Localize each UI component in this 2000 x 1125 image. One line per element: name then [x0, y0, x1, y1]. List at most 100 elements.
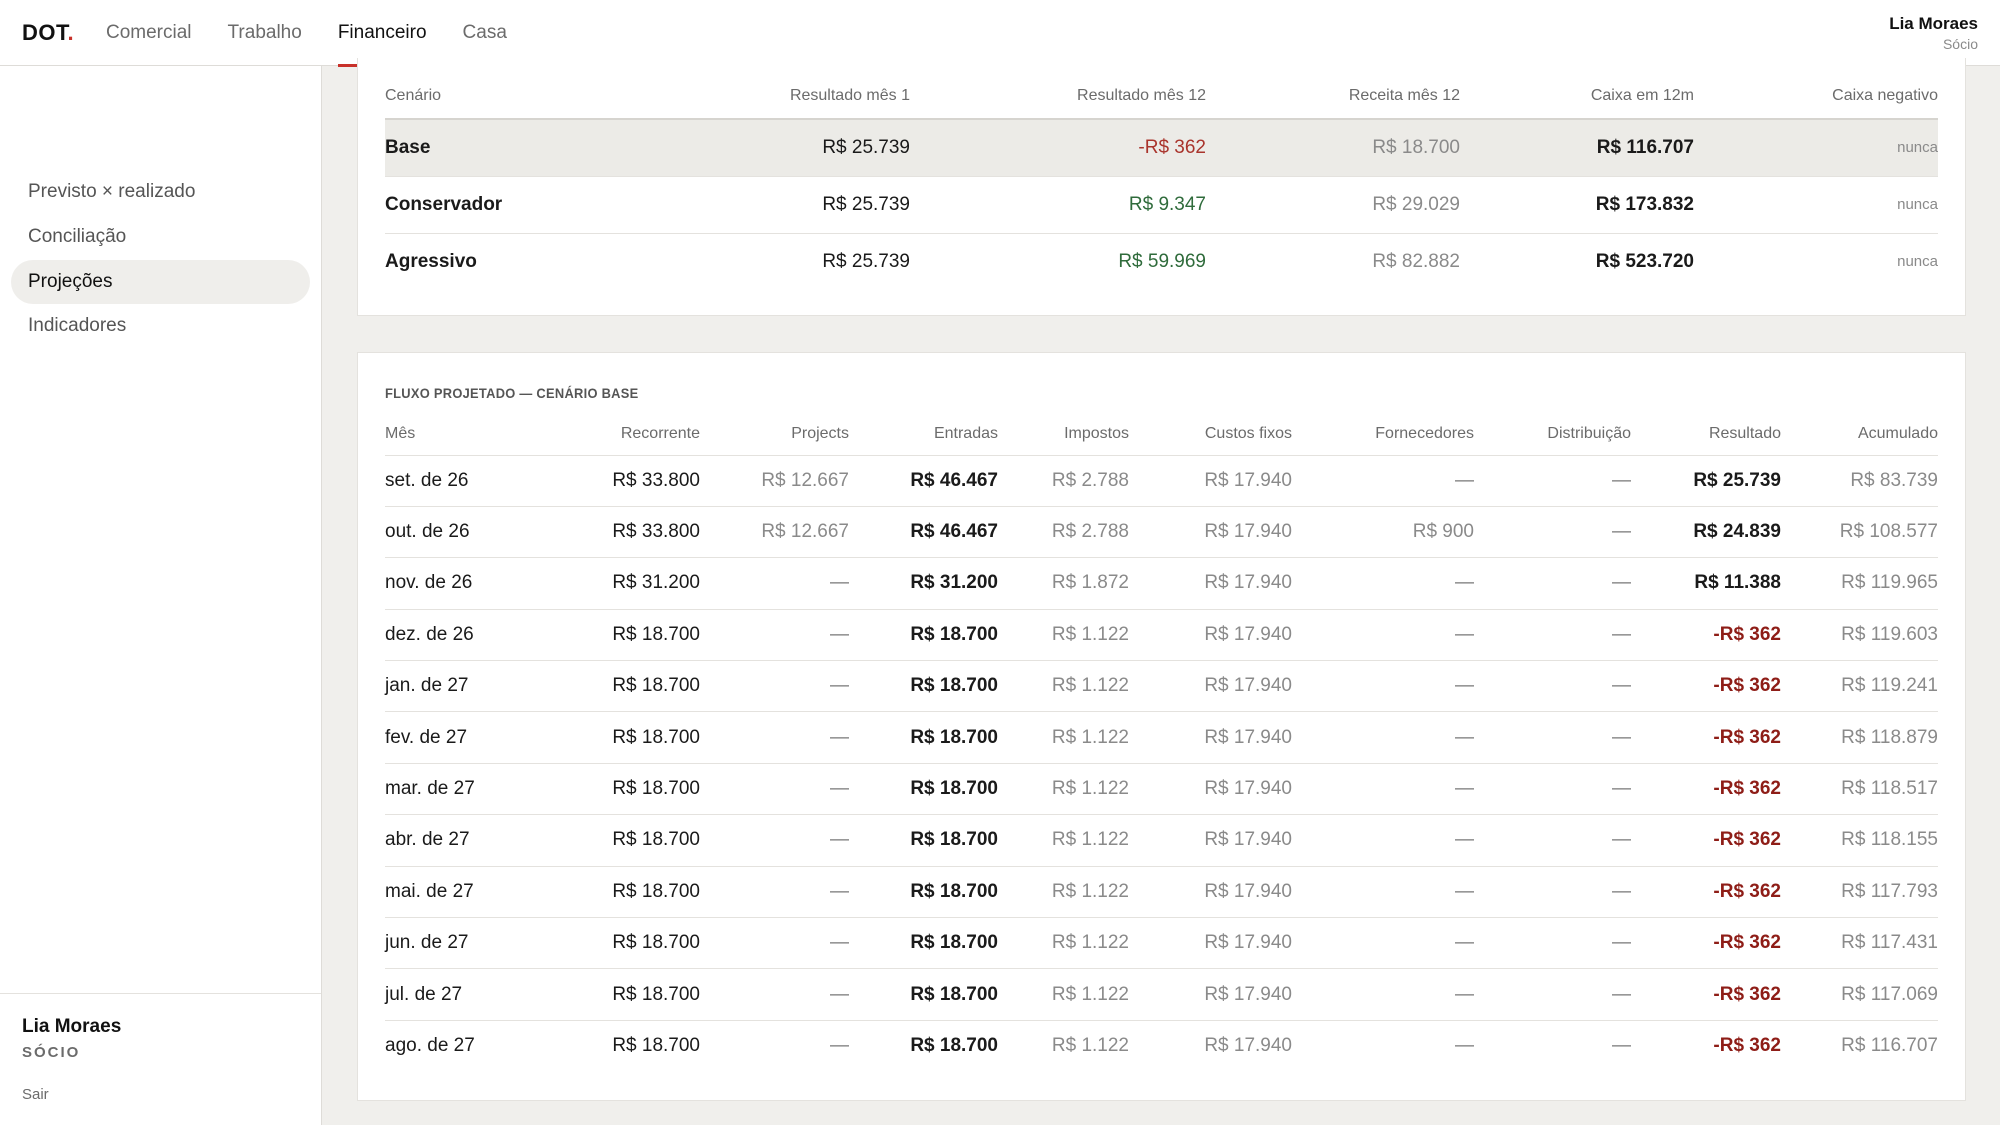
flow-cell-recorrente: R$ 18.700: [612, 932, 700, 954]
flow-cell-resultado: -R$ 362: [1713, 880, 1781, 902]
scenario-caixa-12m: R$ 116.707: [1596, 136, 1694, 158]
flow-cell-entradas: R$ 46.467: [910, 469, 998, 491]
scenario-card: Cenário Resultado mês 1 Resultado mês 12…: [357, 58, 1966, 316]
scenario-caixa-negativo: nunca: [1897, 253, 1938, 271]
scenario-resultado-m1: R$ 25.739: [822, 193, 910, 215]
user-role: Sócio: [1942, 36, 1978, 52]
flow-cell-fornecedores: —: [1455, 726, 1474, 748]
flow-cell-fornecedores: —: [1455, 829, 1474, 851]
app-logo[interactable]: DOT.: [22, 20, 74, 46]
flow-cell-custos-fixos: R$ 17.940: [1204, 623, 1292, 645]
flow-cell-acumulado: R$ 117.069: [1841, 983, 1938, 1005]
nav-tab-financeiro[interactable]: Financeiro: [320, 0, 445, 67]
sidebar-item-projecoes[interactable]: Projeções: [11, 260, 310, 304]
flow-cell-acumulado: R$ 116.707: [1841, 1035, 1938, 1057]
nav-tab-trabalho[interactable]: Trabalho: [227, 22, 302, 43]
flow-cell-projects: —: [830, 572, 849, 594]
flow-cell-impostos: R$ 1.122: [1051, 675, 1129, 697]
scenario-row-conservador[interactable]: Conservador R$ 25.739 R$ 9.347 R$ 29.029…: [385, 176, 1938, 233]
flow-header-row: Mês Recorrente Projects Entradas Imposto…: [385, 413, 1938, 455]
logo-text: DOT: [22, 20, 68, 45]
col-header-recorrente: Recorrente: [620, 424, 700, 442]
scenario-row-agressivo[interactable]: Agressivo R$ 25.739 R$ 59.969 R$ 82.882 …: [385, 233, 1938, 290]
flow-cell-mes: ago. de 27: [385, 1035, 475, 1057]
col-header-resultado-mes-12: Resultado mês 12: [1077, 87, 1206, 104]
scenario-receita-m12: R$ 18.700: [1372, 136, 1460, 158]
flow-cell-mes: jul. de 27: [385, 983, 463, 1005]
flow-cell-fornecedores: —: [1455, 1035, 1474, 1057]
col-header-distribuicao: Distribuição: [1547, 424, 1631, 442]
table-row: abr. de 27 R$ 18.700 — R$ 18.700 R$ 1.122 R$ …: [385, 814, 1938, 866]
projected-flow-table: Mês Recorrente Projects Entradas Imposto…: [385, 413, 1938, 1072]
section-title: FLUXO PROJETADO — CENÁRIO BASE: [385, 385, 639, 401]
flow-cell-distribuicao: —: [1612, 932, 1631, 954]
flow-cell-distribuicao: —: [1612, 521, 1631, 543]
flow-cell-resultado: -R$ 362: [1713, 1035, 1781, 1057]
flow-cell-projects: R$ 12.667: [761, 469, 849, 491]
table-row: mai. de 27 R$ 18.700 — R$ 18.700 R$ 1.122 R$ …: [385, 866, 1938, 917]
scenario-row-base[interactable]: Base R$ 25.739 -R$ 362 R$ 18.700 R$ 116.…: [385, 119, 1938, 176]
flow-cell-recorrente: R$ 18.700: [612, 726, 700, 748]
sidebar-item-indicadores[interactable]: Indicadores: [28, 315, 127, 336]
flow-cell-projects: —: [830, 726, 849, 748]
flow-cell-acumulado: R$ 118.879: [1841, 726, 1938, 748]
flow-cell-acumulado: R$ 119.965: [1841, 572, 1938, 594]
flow-cell-impostos: R$ 1.872: [1051, 572, 1129, 594]
flow-cell-mes: dez. de 26: [385, 623, 474, 645]
flow-cell-resultado: -R$ 362: [1713, 983, 1781, 1005]
scenario-resultado-m12: R$ 9.347: [1128, 193, 1206, 215]
flow-cell-fornecedores: —: [1455, 572, 1474, 594]
flow-cell-projects: —: [830, 778, 849, 800]
flow-cell-recorrente: R$ 33.800: [612, 469, 700, 491]
col-header-resultado-mes-1: Resultado mês 1: [789, 87, 910, 104]
flow-cell-resultado: -R$ 362: [1713, 829, 1781, 851]
scenario-name: Base: [385, 136, 431, 158]
flow-cell-projects: —: [830, 623, 849, 645]
nav-tab-comercial[interactable]: Comercial: [106, 22, 192, 43]
flow-cell-acumulado: R$ 118.155: [1841, 829, 1938, 851]
flow-cell-projects: R$ 12.667: [761, 521, 849, 543]
flow-cell-acumulado: R$ 108.577: [1839, 521, 1938, 543]
flow-cell-distribuicao: —: [1612, 675, 1631, 697]
flow-cell-acumulado: R$ 119.603: [1841, 623, 1938, 645]
flow-cell-mes: abr. de 27: [385, 829, 470, 851]
flow-cell-projects: —: [830, 983, 849, 1005]
logout-link[interactable]: Sair: [22, 1086, 49, 1103]
flow-cell-recorrente: R$ 33.800: [612, 521, 700, 543]
flow-cell-acumulado: R$ 117.793: [1841, 880, 1938, 902]
col-header-caixa-negativo: Caixa negativo: [1832, 87, 1938, 104]
flow-cell-mes: mai. de 27: [385, 880, 474, 902]
flow-cell-fornecedores: —: [1455, 623, 1474, 645]
scenario-name: Conservador: [385, 193, 503, 215]
sidebar-item-previsto-realizado[interactable]: Previsto × realizado: [28, 181, 196, 202]
flow-cell-acumulado: R$ 117.431: [1841, 932, 1938, 954]
col-header-impostos: Impostos: [1064, 424, 1129, 442]
flow-cell-entradas: R$ 18.700: [910, 880, 998, 902]
flow-cell-entradas: R$ 18.700: [910, 932, 998, 954]
flow-cell-custos-fixos: R$ 17.940: [1204, 829, 1292, 851]
flow-cell-fornecedores: —: [1455, 675, 1474, 697]
flow-cell-impostos: R$ 1.122: [1051, 1035, 1129, 1057]
flow-cell-acumulado: R$ 119.241: [1841, 675, 1938, 697]
flow-cell-entradas: R$ 18.700: [910, 1035, 998, 1057]
table-row: jun. de 27 R$ 18.700 — R$ 18.700 R$ 1.122 R$ …: [385, 917, 1938, 969]
flow-cell-entradas: R$ 18.700: [910, 829, 998, 851]
scenario-resultado-m1: R$ 25.739: [822, 136, 910, 158]
flow-cell-resultado: -R$ 362: [1713, 778, 1781, 800]
col-header-fornecedores: Fornecedores: [1375, 424, 1474, 442]
flow-cell-fornecedores: —: [1455, 983, 1474, 1005]
flow-cell-projects: —: [830, 932, 849, 954]
nav-tab-casa[interactable]: Casa: [462, 22, 507, 43]
table-row: jul. de 27 R$ 18.700 — R$ 18.700 R$ 1.122 R$ …: [385, 968, 1938, 1020]
flow-cell-impostos: R$ 2.788: [1051, 521, 1129, 543]
scenario-caixa-12m: R$ 523.720: [1595, 250, 1694, 272]
flow-cell-impostos: R$ 1.122: [1051, 880, 1129, 902]
flow-cell-projects: —: [830, 1035, 849, 1057]
flow-cell-mes: fev. de 27: [385, 726, 468, 748]
flow-cell-impostos: R$ 1.122: [1051, 829, 1129, 851]
flow-cell-entradas: R$ 18.700: [910, 623, 998, 645]
flow-cell-resultado: -R$ 362: [1713, 932, 1781, 954]
flow-cell-distribuicao: —: [1612, 469, 1631, 491]
sidebar-item-conciliacao[interactable]: Conciliação: [28, 226, 127, 247]
user-menu[interactable]: Lia Moraes Sócio: [1889, 14, 1978, 52]
